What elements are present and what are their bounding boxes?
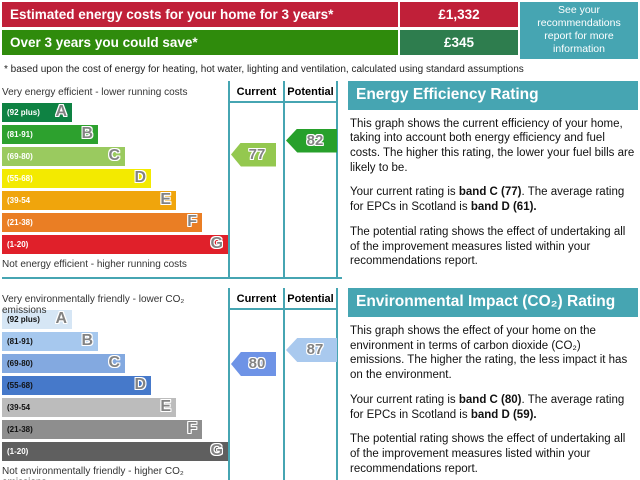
band-range: (21-38) (7, 217, 33, 227)
estimated-costs-row: Estimated energy costs for your home for… (2, 2, 518, 27)
savings-value: £345 (400, 30, 518, 55)
band-letter: B (81, 125, 93, 142)
energy-current-arrow: 77 (231, 142, 276, 167)
band-row-a: (92 plus) A (2, 102, 72, 122)
band-range: (39-54 (7, 402, 31, 412)
energy-current-value: 77 (248, 146, 266, 163)
band-row-g: (1-20) G (2, 234, 228, 254)
band-letter: C (108, 354, 120, 372)
band-row-b: (81-91) B (2, 124, 98, 144)
band-letter: E (160, 398, 171, 416)
band-row-e: (39-54 E (2, 190, 176, 210)
environment-rating-text: Your current rating is band C (80). The … (350, 393, 638, 422)
band-letter: G (210, 442, 223, 460)
band-letter: A (55, 103, 67, 120)
energy-potential-value: 82 (306, 132, 324, 149)
energy-current-column: Current 77 (228, 80, 283, 277)
band-row-b: (81-91) B (2, 331, 98, 351)
environmental-impact-chart: Very environmentally friendly - lower CO… (2, 287, 342, 480)
environment-potential-text: The potential rating shows the effect of… (350, 433, 626, 475)
energy-efficiency-section: Very energy efficient - lower running co… (2, 80, 638, 279)
band-letter: B (81, 332, 93, 350)
band-letter: E (160, 191, 171, 208)
potential-column-header: Potential (285, 81, 336, 103)
band-range: (92 plus) (7, 314, 40, 324)
environment-potential-value: 87 (306, 341, 324, 359)
environment-current-arrow: 80 (231, 351, 276, 376)
band-row-f: (21-38) F (2, 212, 202, 232)
energy-efficiency-chart: Very energy efficient - lower running co… (2, 80, 342, 279)
band-letter: D (134, 169, 146, 186)
rating-average-band: band D (59). (470, 408, 537, 421)
energy-top-label: Very energy efficient - lower running co… (2, 86, 188, 98)
rating-current-band: band C (77) (458, 186, 522, 199)
estimated-costs-label: Estimated energy costs for your home for… (2, 2, 398, 27)
environment-top-label: Very environmentally friendly - lower CO… (2, 293, 185, 316)
energy-potential-arrow: 82 (286, 128, 337, 153)
environment-description: This graph shows the effect of your home… (350, 324, 628, 382)
environmental-impact-panel: Environmental Impact (CO₂) Rating This g… (348, 287, 638, 480)
rating-current-band: band C (80) (458, 393, 522, 406)
band-range: (55-68) (7, 380, 33, 390)
band-letter: C (108, 147, 120, 164)
band-range: (81-91) (7, 129, 33, 139)
energy-potential-text: The potential rating shows the effect of… (350, 225, 626, 268)
energy-description: This graph shows the current efficiency … (350, 117, 635, 174)
band-row-d: (55-68) D (2, 168, 151, 188)
current-column-header: Current (230, 81, 283, 103)
band-row-g: (1-20) G (2, 441, 228, 461)
band-range: (69-80) (7, 151, 33, 161)
environmental-impact-section: Very environmentally friendly - lower CO… (2, 287, 638, 480)
rating-middle: . The average rating for EPCs in Scotlan… (350, 186, 625, 214)
potential-column-header: Potential (285, 288, 336, 310)
rating-prefix: Your current rating is (350, 186, 459, 199)
band-row-a: (92 plus) A (2, 309, 72, 329)
band-row-d: (55-68) D (2, 375, 151, 395)
energy-rating-text: Your current rating is band C (77). The … (350, 185, 638, 214)
assumptions-footnote: * based upon the cost of energy for heat… (4, 63, 524, 75)
band-range: (21-38) (7, 424, 33, 434)
band-letter: G (210, 235, 223, 252)
band-range: (92 plus) (7, 107, 40, 117)
band-range: (39-54 (7, 195, 31, 205)
rating-average-band: band D (61). (470, 201, 537, 214)
savings-label: Over 3 years you could save* (2, 30, 398, 55)
band-range: (1-20) (7, 239, 29, 249)
recommendations-note: See your recommendations report for more… (520, 2, 638, 59)
rating-prefix: Your current rating is (350, 393, 459, 406)
cost-summary-header: Estimated energy costs for your home for… (2, 2, 638, 59)
band-range: (1-20) (7, 446, 29, 456)
energy-potential-column: Potential 82 (283, 80, 338, 277)
energy-efficiency-panel: Energy Efficiency Rating This graph show… (348, 80, 638, 279)
energy-panel-title: Energy Efficiency Rating (348, 80, 638, 110)
savings-row: Over 3 years you could save* £345 (2, 30, 518, 55)
environment-bottom-label: Not environmentally friendly - higher CO… (2, 465, 184, 480)
band-letter: F (187, 420, 197, 438)
estimated-costs-value: £1,332 (400, 2, 518, 27)
environment-current-value: 80 (248, 355, 266, 373)
band-range: (81-91) (7, 336, 33, 346)
environment-potential-arrow: 87 (286, 337, 337, 362)
band-letter: A (55, 310, 67, 328)
energy-bottom-label: Not energy efficient - higher running co… (2, 258, 187, 270)
environment-current-column: Current 80 (228, 287, 283, 480)
band-range: (55-68) (7, 173, 33, 183)
rating-middle: . The average rating for EPCs in Scotlan… (350, 393, 625, 421)
band-letter: F (187, 213, 197, 230)
band-letter: D (134, 376, 146, 394)
band-row-f: (21-38) F (2, 419, 202, 439)
environment-panel-title: Environmental Impact (CO₂) Rating (348, 287, 638, 317)
band-range: (69-80) (7, 358, 33, 368)
band-row-c: (69-80) C (2, 353, 125, 373)
band-row-e: (39-54 E (2, 397, 176, 417)
current-column-header: Current (230, 288, 283, 310)
environment-potential-column: Potential 87 (283, 287, 338, 480)
band-row-c: (69-80) C (2, 146, 125, 166)
